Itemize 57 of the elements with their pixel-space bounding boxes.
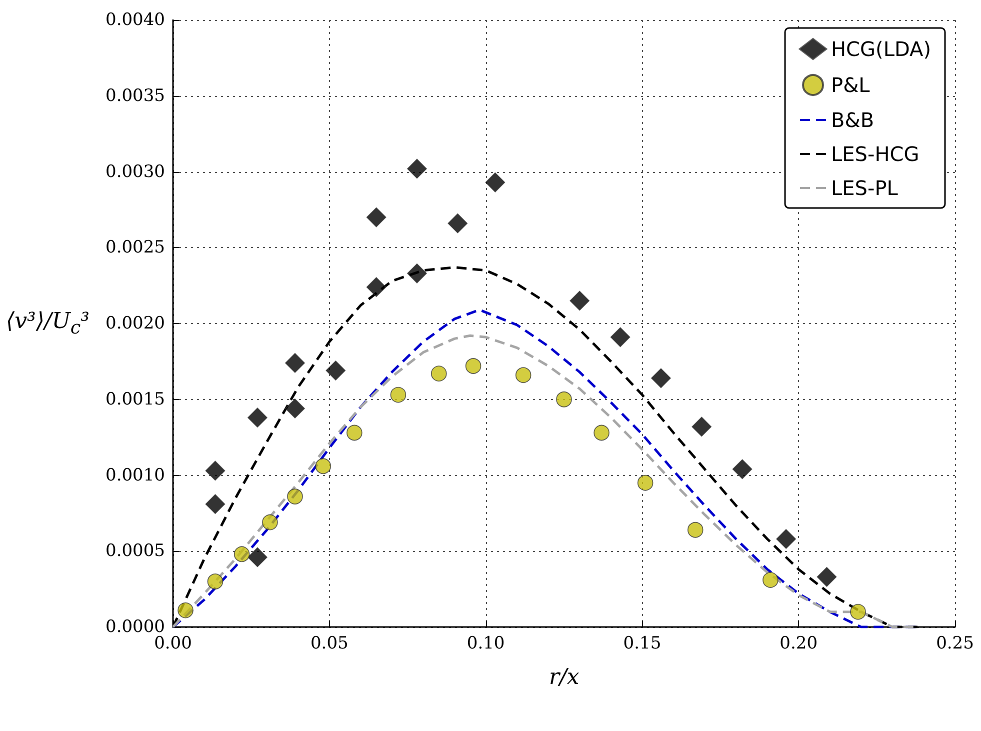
point xyxy=(248,547,268,568)
y-tick-label: 0.0015 xyxy=(106,389,165,410)
legend-label: LES-PL xyxy=(831,176,899,200)
point xyxy=(285,353,305,373)
y-tick-label: 0.0010 xyxy=(106,465,165,486)
y-axis-title: ⟨v³⟩/U$_{c}$³ xyxy=(6,308,90,338)
point xyxy=(448,213,468,234)
point xyxy=(570,290,590,311)
x-tick-label: 0.05 xyxy=(310,634,348,654)
point xyxy=(248,408,268,428)
point xyxy=(346,424,362,441)
point xyxy=(850,604,866,620)
point xyxy=(816,567,837,587)
point xyxy=(207,574,224,590)
legend-label: HCG(LDA) xyxy=(831,37,932,61)
point xyxy=(556,391,572,408)
point xyxy=(430,366,447,382)
point xyxy=(692,416,712,437)
point xyxy=(205,460,226,481)
point xyxy=(687,522,704,538)
y-tick-label: 0.0005 xyxy=(106,541,165,562)
y-tick-label: 0.0035 xyxy=(106,86,165,106)
point xyxy=(366,207,386,228)
point xyxy=(285,398,305,418)
x-tick-label: 0.20 xyxy=(780,634,818,654)
point xyxy=(485,172,506,192)
point xyxy=(515,367,532,383)
y-tick-label: 0.0020 xyxy=(106,314,165,334)
point xyxy=(366,277,386,297)
point xyxy=(262,514,278,530)
point xyxy=(732,459,752,480)
point xyxy=(407,264,427,284)
point xyxy=(287,488,303,504)
y-tick-label: 0.0025 xyxy=(106,238,165,258)
point xyxy=(407,158,427,179)
point xyxy=(390,386,406,403)
x-tick-label: 0.15 xyxy=(623,634,662,654)
legend-label: P&L xyxy=(831,73,871,97)
point xyxy=(594,424,610,441)
x-tick-label: 0.25 xyxy=(936,634,974,654)
point xyxy=(234,546,250,562)
y-tick-label: 0.0040 xyxy=(106,10,165,30)
point xyxy=(651,368,671,388)
point xyxy=(205,494,226,514)
legend-label: B&B xyxy=(831,108,874,132)
x-axis-title: r/x xyxy=(549,665,580,690)
point xyxy=(776,529,796,549)
point xyxy=(465,358,482,374)
legend-label: LES-HCG xyxy=(831,142,920,166)
point xyxy=(178,602,194,618)
point xyxy=(326,360,346,380)
point xyxy=(637,474,654,491)
point xyxy=(315,458,332,474)
point xyxy=(610,327,630,348)
point xyxy=(762,572,778,588)
x-tick-label: 0.10 xyxy=(466,634,505,654)
y-tick-label: 0.0030 xyxy=(106,162,165,182)
